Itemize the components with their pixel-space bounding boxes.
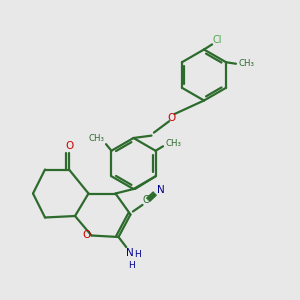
Text: CH₃: CH₃ <box>238 59 254 68</box>
Text: H: H <box>134 250 141 259</box>
Text: CH₃: CH₃ <box>166 139 182 148</box>
Text: O: O <box>65 141 73 152</box>
Text: C: C <box>142 195 149 206</box>
Text: O: O <box>82 230 90 241</box>
Text: N: N <box>157 185 164 195</box>
Text: Cl: Cl <box>212 35 222 45</box>
Text: H: H <box>128 261 135 270</box>
Text: N: N <box>126 248 134 258</box>
Text: CH₃: CH₃ <box>88 134 104 143</box>
Text: O: O <box>167 112 176 123</box>
